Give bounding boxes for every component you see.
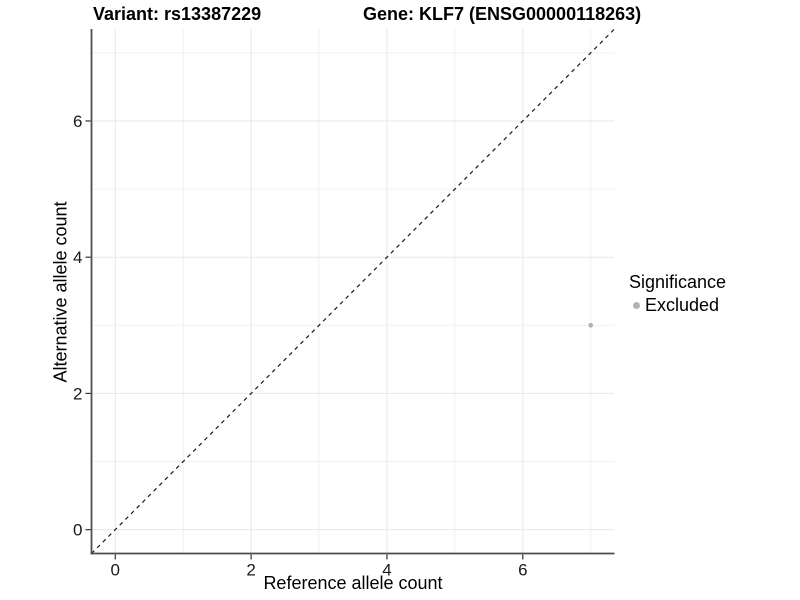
data-point	[588, 322, 594, 328]
x-tick-label: 4	[382, 561, 391, 580]
y-axis-label: Alternative allele count	[50, 201, 71, 383]
legend-item-label: Excluded	[645, 295, 720, 315]
x-tick-label: 2	[246, 561, 255, 580]
plot-title-variant: Variant: rs13387229	[93, 4, 262, 24]
legend-key-dot-icon	[633, 301, 640, 309]
plot-title-gene: Gene: KLF7 (ENSG00000118263)	[363, 4, 642, 24]
x-axis-label: Reference allele count	[263, 573, 443, 593]
y-tick-label: 0	[73, 521, 82, 540]
x-tick-label: 6	[518, 561, 527, 580]
legend-item-excluded: Excluded	[629, 295, 726, 315]
y-tick-label: 6	[73, 112, 82, 131]
x-tick-label: 0	[111, 561, 120, 580]
identity-line	[91, 28, 615, 554]
y-tick-label: 2	[73, 384, 82, 403]
legend: Significance Excluded	[629, 272, 726, 315]
y-tick-label: 4	[73, 248, 82, 267]
legend-title: Significance	[629, 272, 727, 292]
